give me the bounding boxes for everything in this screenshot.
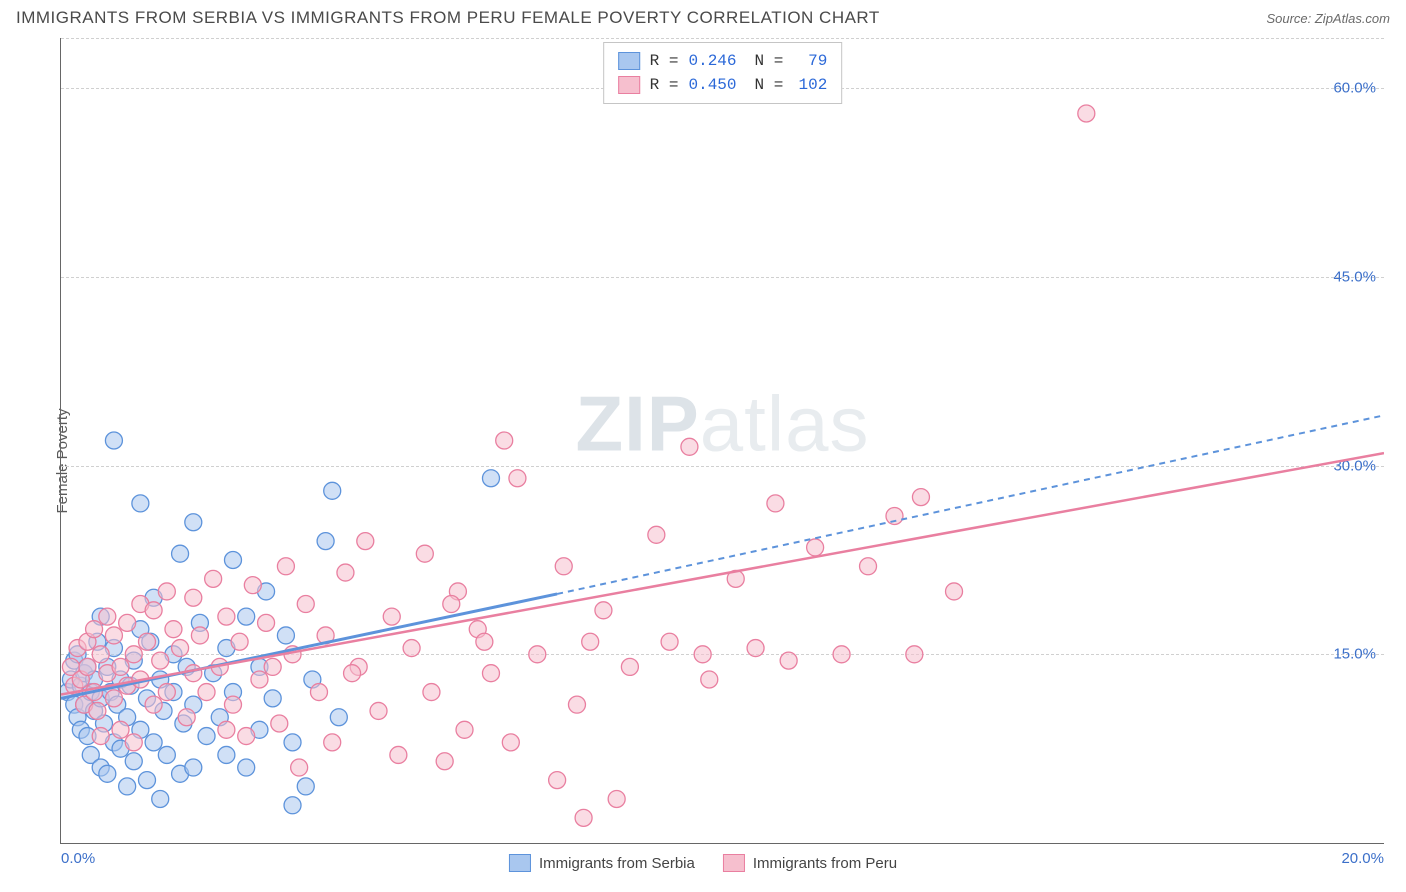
chart-area: Female Poverty ZIPatlas R = 0.246 N = 79… [16,38,1390,884]
n-label: N = [755,49,784,73]
legend-label-peru: Immigrants from Peru [753,855,897,872]
r-value-peru: 0.450 [688,73,736,97]
swatch-peru [618,76,640,94]
legend-item-peru: Immigrants from Peru [723,854,897,872]
r-label: R = [650,73,679,97]
legend-item-serbia: Immigrants from Serbia [509,854,695,872]
source-name: ZipAtlas.com [1315,11,1390,26]
n-value-serbia: 79 [793,49,827,73]
r-value-serbia: 0.246 [688,49,736,73]
chart-title: IMMIGRANTS FROM SERBIA VS IMMIGRANTS FRO… [16,8,880,28]
r-label: R = [650,49,679,73]
correlation-legend: R = 0.246 N = 79 R = 0.450 N = 102 [603,42,843,104]
source-label: Source: [1266,11,1314,26]
n-value-peru: 102 [793,73,827,97]
n-label: N = [755,73,784,97]
series-legend: Immigrants from Serbia Immigrants from P… [509,854,897,872]
trend-lines [61,38,1384,843]
swatch-serbia-icon [509,854,531,872]
legend-row-serbia: R = 0.246 N = 79 [618,49,828,73]
x-tick-label: 0.0% [61,850,95,867]
swatch-peru-icon [723,854,745,872]
legend-row-peru: R = 0.450 N = 102 [618,73,828,97]
chart-source: Source: ZipAtlas.com [1266,11,1390,26]
legend-label-serbia: Immigrants from Serbia [539,855,695,872]
x-tick-label: 20.0% [1341,850,1384,867]
chart-header: IMMIGRANTS FROM SERBIA VS IMMIGRANTS FRO… [0,0,1406,32]
plot-region: ZIPatlas R = 0.246 N = 79 R = 0.450 N = … [60,38,1384,844]
swatch-serbia [618,52,640,70]
